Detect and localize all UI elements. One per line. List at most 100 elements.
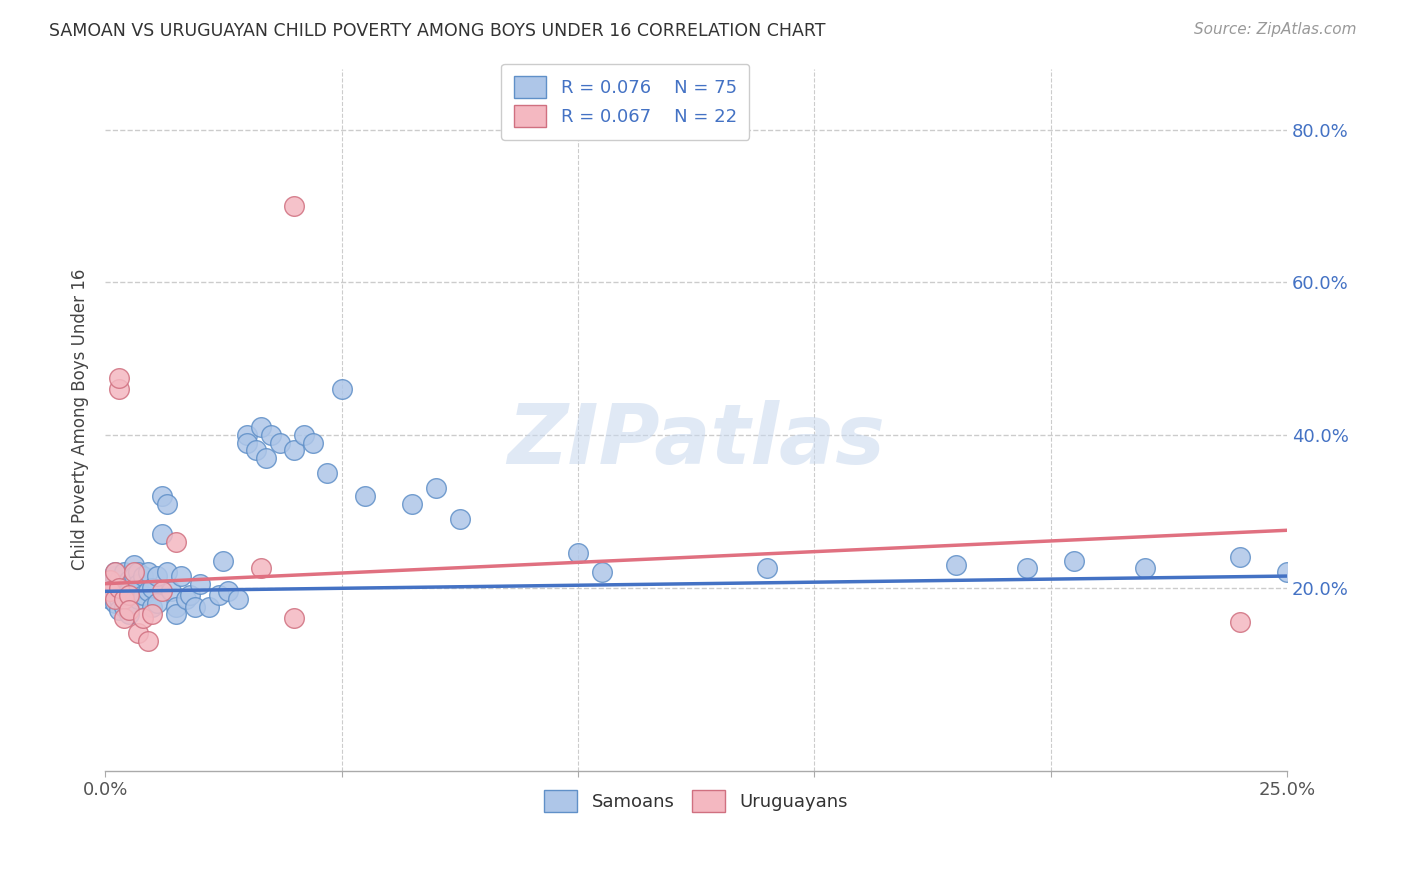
Point	[127, 591, 149, 606]
Point	[127, 626, 149, 640]
Text: Source: ZipAtlas.com: Source: ZipAtlas.com	[1194, 22, 1357, 37]
Point	[122, 584, 145, 599]
Text: SAMOAN VS URUGUAYAN CHILD POVERTY AMONG BOYS UNDER 16 CORRELATION CHART: SAMOAN VS URUGUAYAN CHILD POVERTY AMONG …	[49, 22, 825, 40]
Point	[127, 566, 149, 580]
Point	[118, 588, 141, 602]
Point	[108, 581, 131, 595]
Point	[1275, 566, 1298, 580]
Point	[236, 435, 259, 450]
Point	[245, 443, 267, 458]
Point	[104, 569, 127, 583]
Point	[156, 566, 179, 580]
Point	[104, 591, 127, 606]
Point	[283, 443, 305, 458]
Point	[132, 569, 155, 583]
Text: ZIPatlas: ZIPatlas	[508, 401, 886, 481]
Point	[179, 588, 201, 602]
Point	[283, 611, 305, 625]
Point	[112, 566, 135, 580]
Point	[141, 581, 163, 595]
Point	[236, 428, 259, 442]
Point	[1229, 549, 1251, 564]
Point	[118, 584, 141, 599]
Point	[425, 481, 447, 495]
Point	[112, 599, 135, 614]
Point	[250, 420, 273, 434]
Point	[354, 489, 377, 503]
Point	[98, 573, 121, 587]
Point	[141, 599, 163, 614]
Point	[112, 581, 135, 595]
Point	[122, 569, 145, 583]
Point	[108, 591, 131, 606]
Point	[1015, 561, 1038, 575]
Point	[170, 569, 193, 583]
Point	[756, 561, 779, 575]
Point	[150, 489, 173, 503]
Legend: Samoans, Uruguayans: Samoans, Uruguayans	[531, 778, 860, 825]
Y-axis label: Child Poverty Among Boys Under 16: Child Poverty Among Boys Under 16	[72, 268, 89, 570]
Point	[316, 466, 339, 480]
Point	[112, 611, 135, 625]
Point	[98, 573, 121, 587]
Point	[198, 599, 221, 614]
Point	[254, 450, 277, 465]
Point	[108, 581, 131, 595]
Point	[188, 576, 211, 591]
Point	[567, 546, 589, 560]
Point	[104, 566, 127, 580]
Point	[269, 435, 291, 450]
Point	[174, 591, 197, 606]
Point	[184, 599, 207, 614]
Point	[108, 603, 131, 617]
Point	[132, 588, 155, 602]
Point	[118, 603, 141, 617]
Point	[1135, 561, 1157, 575]
Point	[591, 566, 613, 580]
Point	[98, 584, 121, 599]
Point	[146, 596, 169, 610]
Point	[449, 512, 471, 526]
Point	[165, 534, 187, 549]
Point	[122, 566, 145, 580]
Point	[945, 558, 967, 572]
Point	[141, 607, 163, 622]
Point	[302, 435, 325, 450]
Point	[108, 573, 131, 587]
Point	[108, 370, 131, 384]
Point	[283, 199, 305, 213]
Point	[226, 591, 249, 606]
Point	[104, 584, 127, 599]
Point	[401, 497, 423, 511]
Point	[98, 581, 121, 595]
Point	[122, 558, 145, 572]
Point	[127, 576, 149, 591]
Point	[1229, 615, 1251, 629]
Point	[118, 596, 141, 610]
Point	[260, 428, 283, 442]
Point	[156, 497, 179, 511]
Point	[146, 569, 169, 583]
Point	[208, 588, 231, 602]
Point	[165, 607, 187, 622]
Point	[132, 611, 155, 625]
Point	[292, 428, 315, 442]
Point	[165, 599, 187, 614]
Point	[250, 561, 273, 575]
Point	[212, 554, 235, 568]
Point	[112, 591, 135, 606]
Point	[150, 527, 173, 541]
Point	[1063, 554, 1085, 568]
Point	[118, 607, 141, 622]
Point	[104, 596, 127, 610]
Point	[98, 591, 121, 606]
Point	[150, 584, 173, 599]
Point	[160, 584, 183, 599]
Point	[112, 588, 135, 602]
Point	[330, 382, 353, 396]
Point	[136, 584, 159, 599]
Point	[118, 573, 141, 587]
Point	[136, 634, 159, 648]
Point	[217, 584, 239, 599]
Point	[104, 566, 127, 580]
